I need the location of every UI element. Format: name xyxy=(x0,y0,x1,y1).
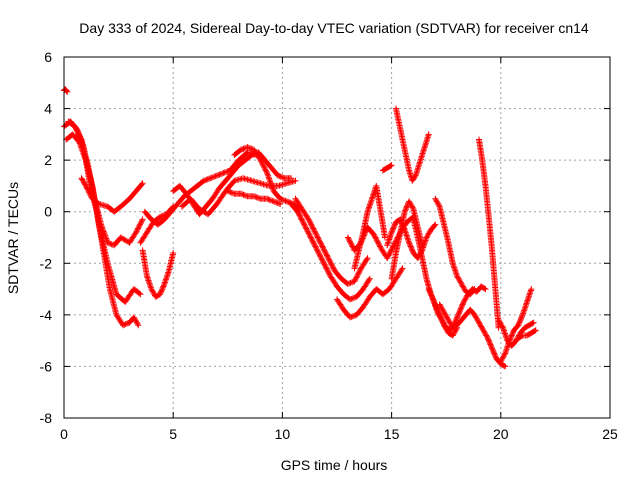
series-s24 xyxy=(432,195,478,298)
series-s21 xyxy=(393,105,432,184)
series-markers xyxy=(393,105,432,184)
series-s26 xyxy=(476,136,502,331)
y-tick-label: -4 xyxy=(40,307,53,323)
grid-lines xyxy=(64,57,610,418)
series-s15 xyxy=(334,265,406,321)
series-s29 xyxy=(515,327,539,342)
series-s10 xyxy=(178,175,299,218)
x-tick-label: 20 xyxy=(493,426,509,442)
y-tick-label: 2 xyxy=(44,152,52,168)
series-markers xyxy=(63,131,144,305)
series-markers xyxy=(141,149,260,228)
series-markers xyxy=(410,216,461,339)
series-markers xyxy=(497,286,535,365)
series-markers xyxy=(61,86,71,95)
series-s5 xyxy=(61,86,71,95)
x-tick-label: 10 xyxy=(275,426,291,442)
series-s18 xyxy=(384,216,439,262)
plot-frame xyxy=(63,56,611,419)
y-tick-label: -2 xyxy=(40,255,53,271)
series-markers xyxy=(170,149,295,218)
data-points xyxy=(61,86,539,370)
series-s12 xyxy=(224,188,284,207)
series-s22 xyxy=(410,216,461,339)
y-axis-title: SDTVAR / TECUs xyxy=(5,182,21,294)
chart-title: Day 333 of 2024, Sidereal Day-to-day VTE… xyxy=(79,20,589,36)
series-s25 xyxy=(436,301,509,370)
x-tick-label: 25 xyxy=(602,426,618,442)
x-tick-label: 0 xyxy=(60,426,68,442)
y-tick-label: -6 xyxy=(40,358,53,374)
series-markers xyxy=(78,175,146,215)
series-markers xyxy=(292,195,371,287)
series-markers xyxy=(351,182,388,272)
y-tick-label: 4 xyxy=(44,101,52,117)
series-markers xyxy=(139,247,177,300)
series-s28 xyxy=(497,286,535,365)
series-markers xyxy=(436,301,509,370)
series-s9 xyxy=(170,149,295,218)
axis-ticks: 0 5 10 15 20 25 -8 -6 -4 -2 0 2 4 6 xyxy=(40,49,618,442)
x-tick-label: 5 xyxy=(169,426,177,442)
series-markers xyxy=(384,216,439,262)
series-markers xyxy=(224,188,284,207)
y-tick-label: -8 xyxy=(40,410,53,426)
series-s20 xyxy=(379,162,395,174)
series-s14 xyxy=(288,201,373,303)
series-s2 xyxy=(63,131,144,305)
series-s6 xyxy=(139,247,177,300)
x-tick-label: 15 xyxy=(384,426,400,442)
y-tick-label: 0 xyxy=(44,204,52,220)
series-markers xyxy=(379,162,395,174)
series-markers xyxy=(515,327,539,342)
series-s17 xyxy=(351,182,388,272)
series-markers xyxy=(432,195,478,298)
series-s13 xyxy=(292,195,371,287)
series-markers xyxy=(334,265,406,321)
y-tick-label: 6 xyxy=(44,49,52,65)
series-s8 xyxy=(141,149,260,228)
x-axis-title: GPS time / hours xyxy=(281,457,388,473)
series-markers xyxy=(476,136,502,331)
series-markers xyxy=(288,201,373,303)
series-s4 xyxy=(78,175,146,215)
series-markers xyxy=(178,175,299,218)
